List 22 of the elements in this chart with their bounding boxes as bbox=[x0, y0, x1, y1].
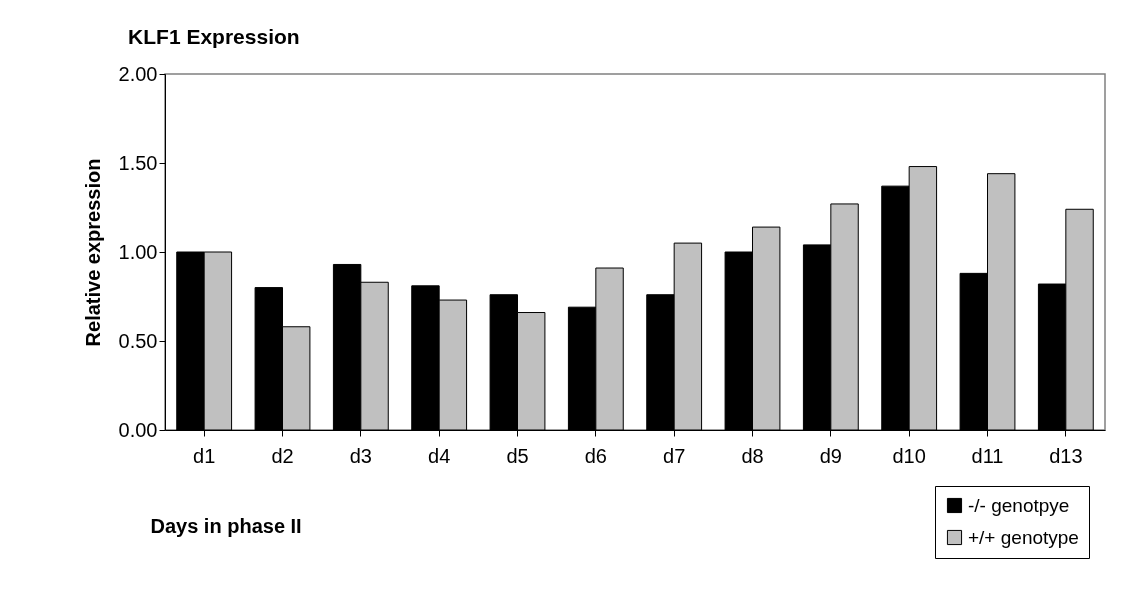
y-tick-label: 0.50 bbox=[118, 329, 158, 352]
y-axis-title: Relative expression bbox=[81, 158, 104, 347]
chart-title: KLF1 Expression bbox=[128, 25, 300, 48]
x-tick-label: d3 bbox=[349, 444, 372, 467]
x-tick-label: d1 bbox=[193, 444, 216, 467]
x-tick-label: d8 bbox=[741, 444, 764, 467]
x-tick-label: d7 bbox=[663, 444, 686, 467]
x-axis-title: Days in phase II bbox=[150, 514, 302, 537]
x-tick-label: d5 bbox=[506, 444, 529, 467]
x-tick-label: d9 bbox=[819, 444, 842, 467]
x-tick-label: d6 bbox=[584, 444, 607, 467]
y-tick-label: 0.00 bbox=[118, 418, 158, 441]
y-tick-label: 1.50 bbox=[118, 151, 158, 174]
x-tick-label: d10 bbox=[892, 444, 926, 467]
x-tick-label: d11 bbox=[971, 444, 1004, 467]
y-tick-label: 1.00 bbox=[118, 240, 158, 263]
x-tick-label: d2 bbox=[271, 444, 294, 467]
x-tick-label: d13 bbox=[1049, 444, 1083, 467]
legend-label: -/- genotpye bbox=[968, 494, 1070, 516]
y-tick-label: 2.00 bbox=[118, 62, 158, 85]
legend-label: +/+ genotype bbox=[968, 526, 1079, 548]
x-tick-label: d4 bbox=[428, 444, 451, 467]
